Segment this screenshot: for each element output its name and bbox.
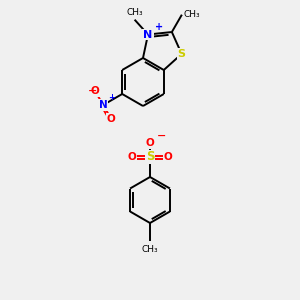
- Text: N: N: [99, 100, 107, 110]
- Text: S: S: [146, 151, 154, 164]
- Text: −: −: [157, 131, 166, 141]
- Text: S: S: [178, 49, 186, 59]
- Text: −: −: [88, 86, 98, 96]
- Text: O: O: [91, 86, 100, 96]
- Text: N: N: [143, 29, 153, 40]
- Text: O: O: [107, 114, 116, 124]
- Text: +: +: [155, 22, 163, 32]
- Text: O: O: [128, 152, 136, 162]
- Text: CH₃: CH₃: [142, 245, 158, 254]
- Text: O: O: [146, 138, 154, 148]
- Text: CH₃: CH₃: [126, 8, 143, 17]
- Text: CH₃: CH₃: [184, 10, 200, 19]
- Text: +: +: [108, 93, 115, 102]
- Text: O: O: [164, 152, 172, 162]
